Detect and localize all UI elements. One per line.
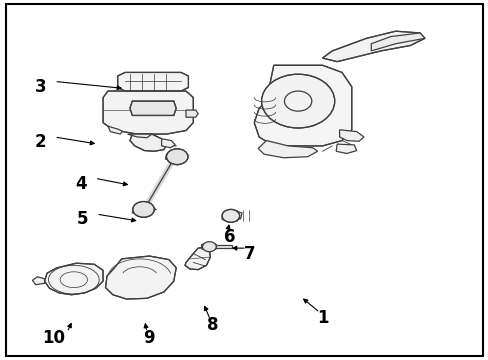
Polygon shape xyxy=(222,211,242,221)
Text: 2: 2 xyxy=(35,133,46,151)
Polygon shape xyxy=(108,126,122,134)
Polygon shape xyxy=(118,72,188,91)
Polygon shape xyxy=(254,65,351,146)
Polygon shape xyxy=(161,139,175,148)
Circle shape xyxy=(202,242,216,252)
Polygon shape xyxy=(44,263,103,295)
Circle shape xyxy=(133,202,154,217)
Polygon shape xyxy=(258,140,317,158)
Text: 1: 1 xyxy=(316,309,327,327)
Polygon shape xyxy=(132,205,156,214)
Polygon shape xyxy=(130,134,166,151)
Polygon shape xyxy=(127,134,152,138)
Circle shape xyxy=(261,74,334,128)
Text: 6: 6 xyxy=(224,228,235,246)
Text: 8: 8 xyxy=(206,316,218,334)
Polygon shape xyxy=(185,110,198,117)
Polygon shape xyxy=(216,245,232,248)
Polygon shape xyxy=(322,31,424,62)
Text: 4: 4 xyxy=(75,175,87,193)
Text: 5: 5 xyxy=(77,211,88,229)
Circle shape xyxy=(222,210,239,222)
Polygon shape xyxy=(184,247,210,270)
Polygon shape xyxy=(105,256,176,299)
Polygon shape xyxy=(32,277,44,285)
Polygon shape xyxy=(335,144,356,153)
Polygon shape xyxy=(339,130,363,141)
Polygon shape xyxy=(103,91,193,134)
Text: 7: 7 xyxy=(243,244,255,262)
Polygon shape xyxy=(201,242,216,251)
Circle shape xyxy=(166,149,187,165)
Text: 10: 10 xyxy=(42,329,65,347)
Polygon shape xyxy=(130,101,176,116)
Text: 3: 3 xyxy=(35,78,46,96)
Polygon shape xyxy=(165,151,188,160)
Text: 9: 9 xyxy=(143,329,155,347)
Polygon shape xyxy=(370,33,424,51)
